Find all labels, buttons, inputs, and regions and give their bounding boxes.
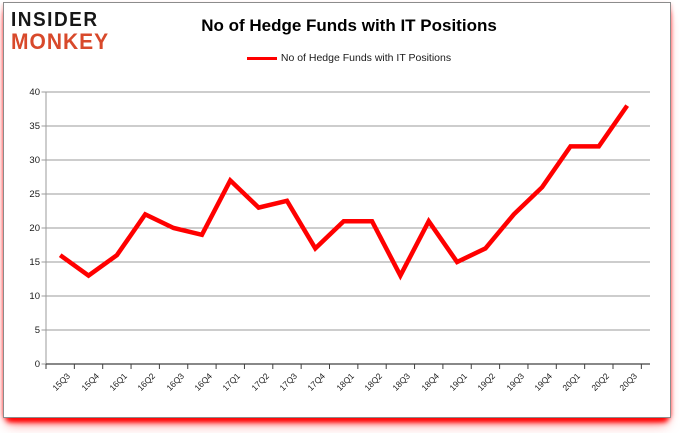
y-tick-label: 15	[29, 256, 40, 268]
chart-title: No of Hedge Funds with IT Positions	[201, 16, 497, 35]
y-tick-label: 0	[34, 358, 40, 370]
y-tick-label: 30	[29, 154, 40, 166]
legend-line-swatch	[246, 56, 277, 60]
y-tick-label: 5	[34, 324, 40, 336]
logo-text-insider: INSIDER	[11, 8, 99, 31]
legend-label: No of Hedge Funds with IT Positions	[280, 52, 452, 64]
y-tick-label: 10	[29, 290, 40, 302]
series-line	[58, 104, 630, 281]
legend: No of Hedge Funds with IT Positions	[46, 52, 652, 64]
image-border	[3, 2, 671, 418]
y-tick-label: 35	[29, 120, 40, 132]
logo-text-monkey: MONKEY	[11, 29, 110, 55]
y-tick-label: 25	[29, 188, 40, 200]
y-tick-label: 20	[29, 222, 40, 234]
insider-monkey-logo: INSIDER MONKEY	[11, 8, 110, 55]
y-tick-label: 40	[29, 86, 40, 98]
plot-area	[41, 91, 650, 369]
